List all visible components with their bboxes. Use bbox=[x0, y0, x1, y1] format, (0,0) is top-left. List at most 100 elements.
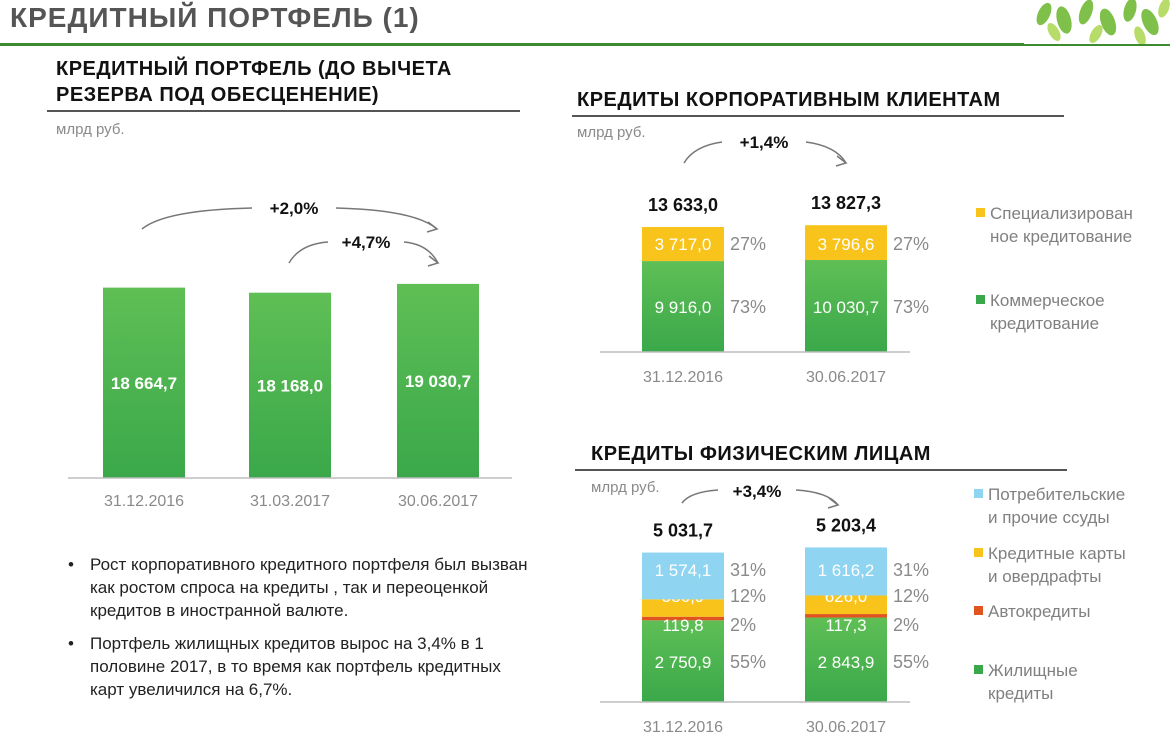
change-label: +3,4% bbox=[733, 482, 782, 501]
x-tick-label: 31.12.2016 bbox=[104, 493, 184, 510]
segment-value-label: 1 574,1 bbox=[655, 561, 712, 580]
stacked-bar-segment bbox=[642, 620, 724, 702]
x-tick-label: 31.12.2016 bbox=[643, 369, 723, 386]
stacked-bar-segment bbox=[805, 595, 887, 615]
change-arrow-line bbox=[683, 141, 723, 164]
stacked-bar-segment bbox=[642, 616, 724, 621]
legend-auto-loans: Автокредиты bbox=[988, 602, 1091, 621]
segment-value-label: 2 750,9 bbox=[655, 653, 712, 672]
change-label: +2,0% bbox=[270, 199, 319, 218]
change-arrow-head bbox=[835, 155, 848, 167]
bar-total-label: 5 031,7 bbox=[653, 521, 713, 541]
legend-specialized-lending: Специализирован ное кредитование bbox=[990, 204, 1133, 246]
segment-share-label: 27% bbox=[730, 234, 766, 254]
stacked-bar-segment bbox=[642, 552, 724, 600]
bullet-dot-icon: • bbox=[68, 555, 74, 574]
x-tick-label: 31.03.2017 bbox=[250, 493, 330, 510]
legend-swatch-mortgage bbox=[974, 665, 983, 674]
page-title: КРЕДИТНЫЙ ПОРТФЕЛЬ (1) bbox=[10, 2, 420, 33]
segment-value-label: 119,8 bbox=[662, 616, 703, 635]
change-arrow-line bbox=[141, 207, 253, 230]
segment-share-label: 31% bbox=[730, 560, 766, 580]
legend-swatch-specialized bbox=[976, 208, 985, 217]
legend-mortgage: Жилищные кредиты bbox=[988, 661, 1078, 703]
change-label: +1,4% bbox=[740, 133, 789, 152]
legend-consumer-loans: Потребительские и прочие ссуды bbox=[988, 485, 1126, 527]
retail-chart-unit: млрд руб. bbox=[591, 479, 660, 496]
change-arrow-line bbox=[805, 141, 847, 164]
left-chart-title-line1: КРЕДИТНЫЙ ПОРТФЕЛЬ (ДО ВЫЧЕТА bbox=[56, 58, 452, 80]
change-arrow-head bbox=[426, 221, 439, 233]
bullet-dot-icon: • bbox=[68, 634, 74, 653]
x-tick-label: 31.12.2016 bbox=[643, 719, 723, 736]
change-arrow-line bbox=[288, 241, 329, 264]
bullet-text: Портфель жилищных кредитов вырос на 3,4%… bbox=[90, 634, 501, 699]
left-chart-title-underline bbox=[47, 110, 520, 112]
portfolio-bar bbox=[397, 283, 479, 478]
stacked-bar-segment bbox=[805, 225, 887, 261]
change-arrow-line bbox=[681, 489, 719, 504]
segment-value-label: 1 616,2 bbox=[818, 561, 875, 580]
legend-swatch-commercial bbox=[976, 295, 985, 304]
segment-share-label: 12% bbox=[893, 586, 929, 606]
segment-share-label: 2% bbox=[730, 615, 756, 635]
segment-value-label: 117,3 bbox=[825, 616, 866, 635]
segment-share-label: 55% bbox=[730, 652, 766, 672]
legend-swatch-auto bbox=[974, 606, 983, 615]
legend-commercial-lending: Коммерческое кредитование bbox=[990, 291, 1105, 333]
change-arrow-line bbox=[335, 207, 438, 230]
segment-share-label: 73% bbox=[893, 297, 929, 317]
segment-share-label: 12% bbox=[730, 586, 766, 606]
retail-chart-title-underline bbox=[575, 469, 1067, 471]
stacked-bar-segment bbox=[642, 261, 724, 352]
bar-total-label: 5 203,4 bbox=[816, 515, 876, 535]
segment-share-label: 73% bbox=[730, 297, 766, 317]
bullet-item: • Портфель жилищных кредитов вырос на 3,… bbox=[66, 632, 536, 701]
retail-chart-title: КРЕДИТЫ ФИЗИЧЕСКИМ ЛИЦАМ bbox=[591, 443, 931, 465]
commentary-bullets: • Рост корпоративного кредитного портфел… bbox=[66, 553, 536, 711]
segment-value-label: 3 717,0 bbox=[655, 235, 712, 254]
legend-credit-cards: Кредитные карты и овердрафты bbox=[988, 544, 1126, 586]
bar-total-label: 13 633,0 bbox=[648, 195, 718, 215]
change-label: +4,7% bbox=[342, 233, 391, 252]
segment-value-label: 9 916,0 bbox=[655, 298, 712, 317]
segment-value-label: 3 796,6 bbox=[818, 235, 875, 254]
leaf-pattern-logo bbox=[1024, 0, 1170, 44]
bullet-text: Рост корпоративного кредитного портфеля … bbox=[90, 555, 528, 620]
stacked-bar-segment bbox=[805, 617, 887, 702]
left-chart-title-line2: РЕЗЕРВА ПОД ОБЕСЦЕНЕНИЕ) bbox=[56, 84, 380, 106]
corp-chart-title-underline bbox=[572, 115, 1064, 117]
corp-chart-title: КРЕДИТЫ КОРПОРАТИВНЫМ КЛИЕНТАМ bbox=[577, 89, 1001, 111]
change-arrow-head bbox=[827, 497, 840, 509]
portfolio-bar bbox=[103, 287, 185, 478]
segment-share-label: 31% bbox=[893, 560, 929, 580]
segment-share-label: 2% bbox=[893, 615, 919, 635]
segment-share-label: 55% bbox=[893, 652, 929, 672]
stacked-bar-segment bbox=[642, 226, 724, 262]
change-arrow-line bbox=[795, 489, 839, 506]
portfolio-bar-value-label: 18 168,0 bbox=[257, 376, 323, 395]
legend-swatch-consumer bbox=[974, 489, 983, 498]
stacked-bar-segment bbox=[642, 599, 724, 617]
x-tick-label: 30.06.2017 bbox=[806, 719, 886, 736]
change-arrow-head bbox=[427, 255, 440, 267]
segment-share-label: 27% bbox=[893, 234, 929, 254]
header-divider bbox=[0, 43, 1170, 46]
stacked-bar-segment bbox=[805, 260, 887, 352]
portfolio-bar-value-label: 18 664,7 bbox=[111, 374, 177, 393]
stacked-bar-segment bbox=[805, 614, 887, 618]
left-chart-unit: млрд руб. bbox=[56, 121, 125, 138]
change-arrow-line bbox=[403, 241, 439, 264]
corp-chart-unit: млрд руб. bbox=[577, 124, 646, 141]
portfolio-bar-value-label: 19 030,7 bbox=[405, 372, 471, 391]
x-tick-label: 30.06.2017 bbox=[398, 493, 478, 510]
bullet-item: • Рост корпоративного кредитного портфел… bbox=[66, 553, 536, 622]
portfolio-bar bbox=[249, 292, 331, 478]
bar-total-label: 13 827,3 bbox=[811, 193, 881, 213]
legend-swatch-cards bbox=[974, 548, 983, 557]
segment-value-label: 10 030,7 bbox=[813, 298, 879, 317]
segment-value-label: 2 843,9 bbox=[818, 653, 875, 672]
stacked-bar-segment bbox=[805, 547, 887, 596]
x-tick-label: 30.06.2017 bbox=[806, 369, 886, 386]
